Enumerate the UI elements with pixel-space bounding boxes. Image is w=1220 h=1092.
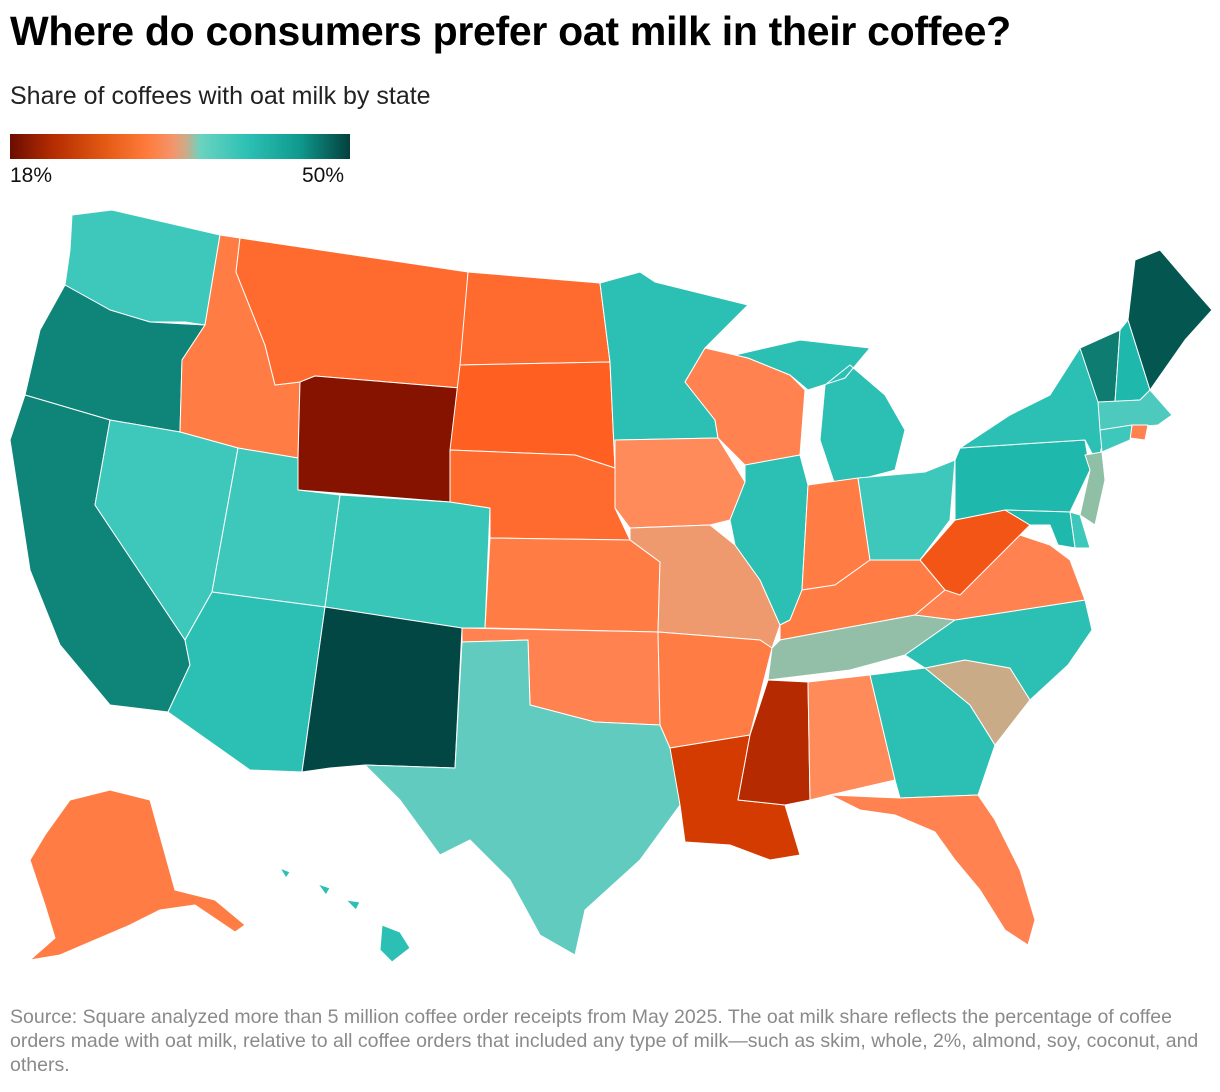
state-AL[interactable] [807, 674, 896, 801]
state-RI[interactable] [1129, 424, 1149, 441]
chart-subtitle: Share of coffees with oat milk by state [10, 82, 431, 110]
state-KS[interactable] [484, 537, 661, 633]
state-WY[interactable] [297, 375, 461, 503]
state-FL[interactable] [829, 794, 1036, 946]
state-NC[interactable] [904, 599, 1093, 701]
state-NM[interactable] [301, 606, 463, 773]
state-MT[interactable] [235, 237, 469, 389]
state-PA[interactable] [954, 439, 1091, 521]
state-IA[interactable] [614, 437, 746, 529]
state-AK[interactable] [29, 789, 246, 961]
state-MI[interactable] [734, 339, 906, 486]
legend-max-label: 50% [302, 164, 345, 187]
color-legend-bar [10, 134, 350, 159]
state-TX[interactable] [364, 639, 681, 956]
state-CT[interactable] [1099, 424, 1133, 453]
chart-title: Where do consumers prefer oat milk in th… [10, 8, 1011, 54]
state-MD[interactable] [1004, 509, 1076, 549]
state-HI[interactable] [279, 867, 411, 963]
state-WA[interactable] [64, 209, 221, 326]
legend-min-label: 18% [10, 164, 53, 187]
state-NJ[interactable] [1079, 451, 1106, 526]
state-ND[interactable] [459, 271, 611, 366]
state-ME[interactable] [1127, 249, 1213, 391]
state-CO[interactable] [324, 494, 491, 629]
us-state-map [9, 209, 1213, 963]
source-note: Source: Square analyzed more than 5 mill… [10, 1006, 1199, 1076]
